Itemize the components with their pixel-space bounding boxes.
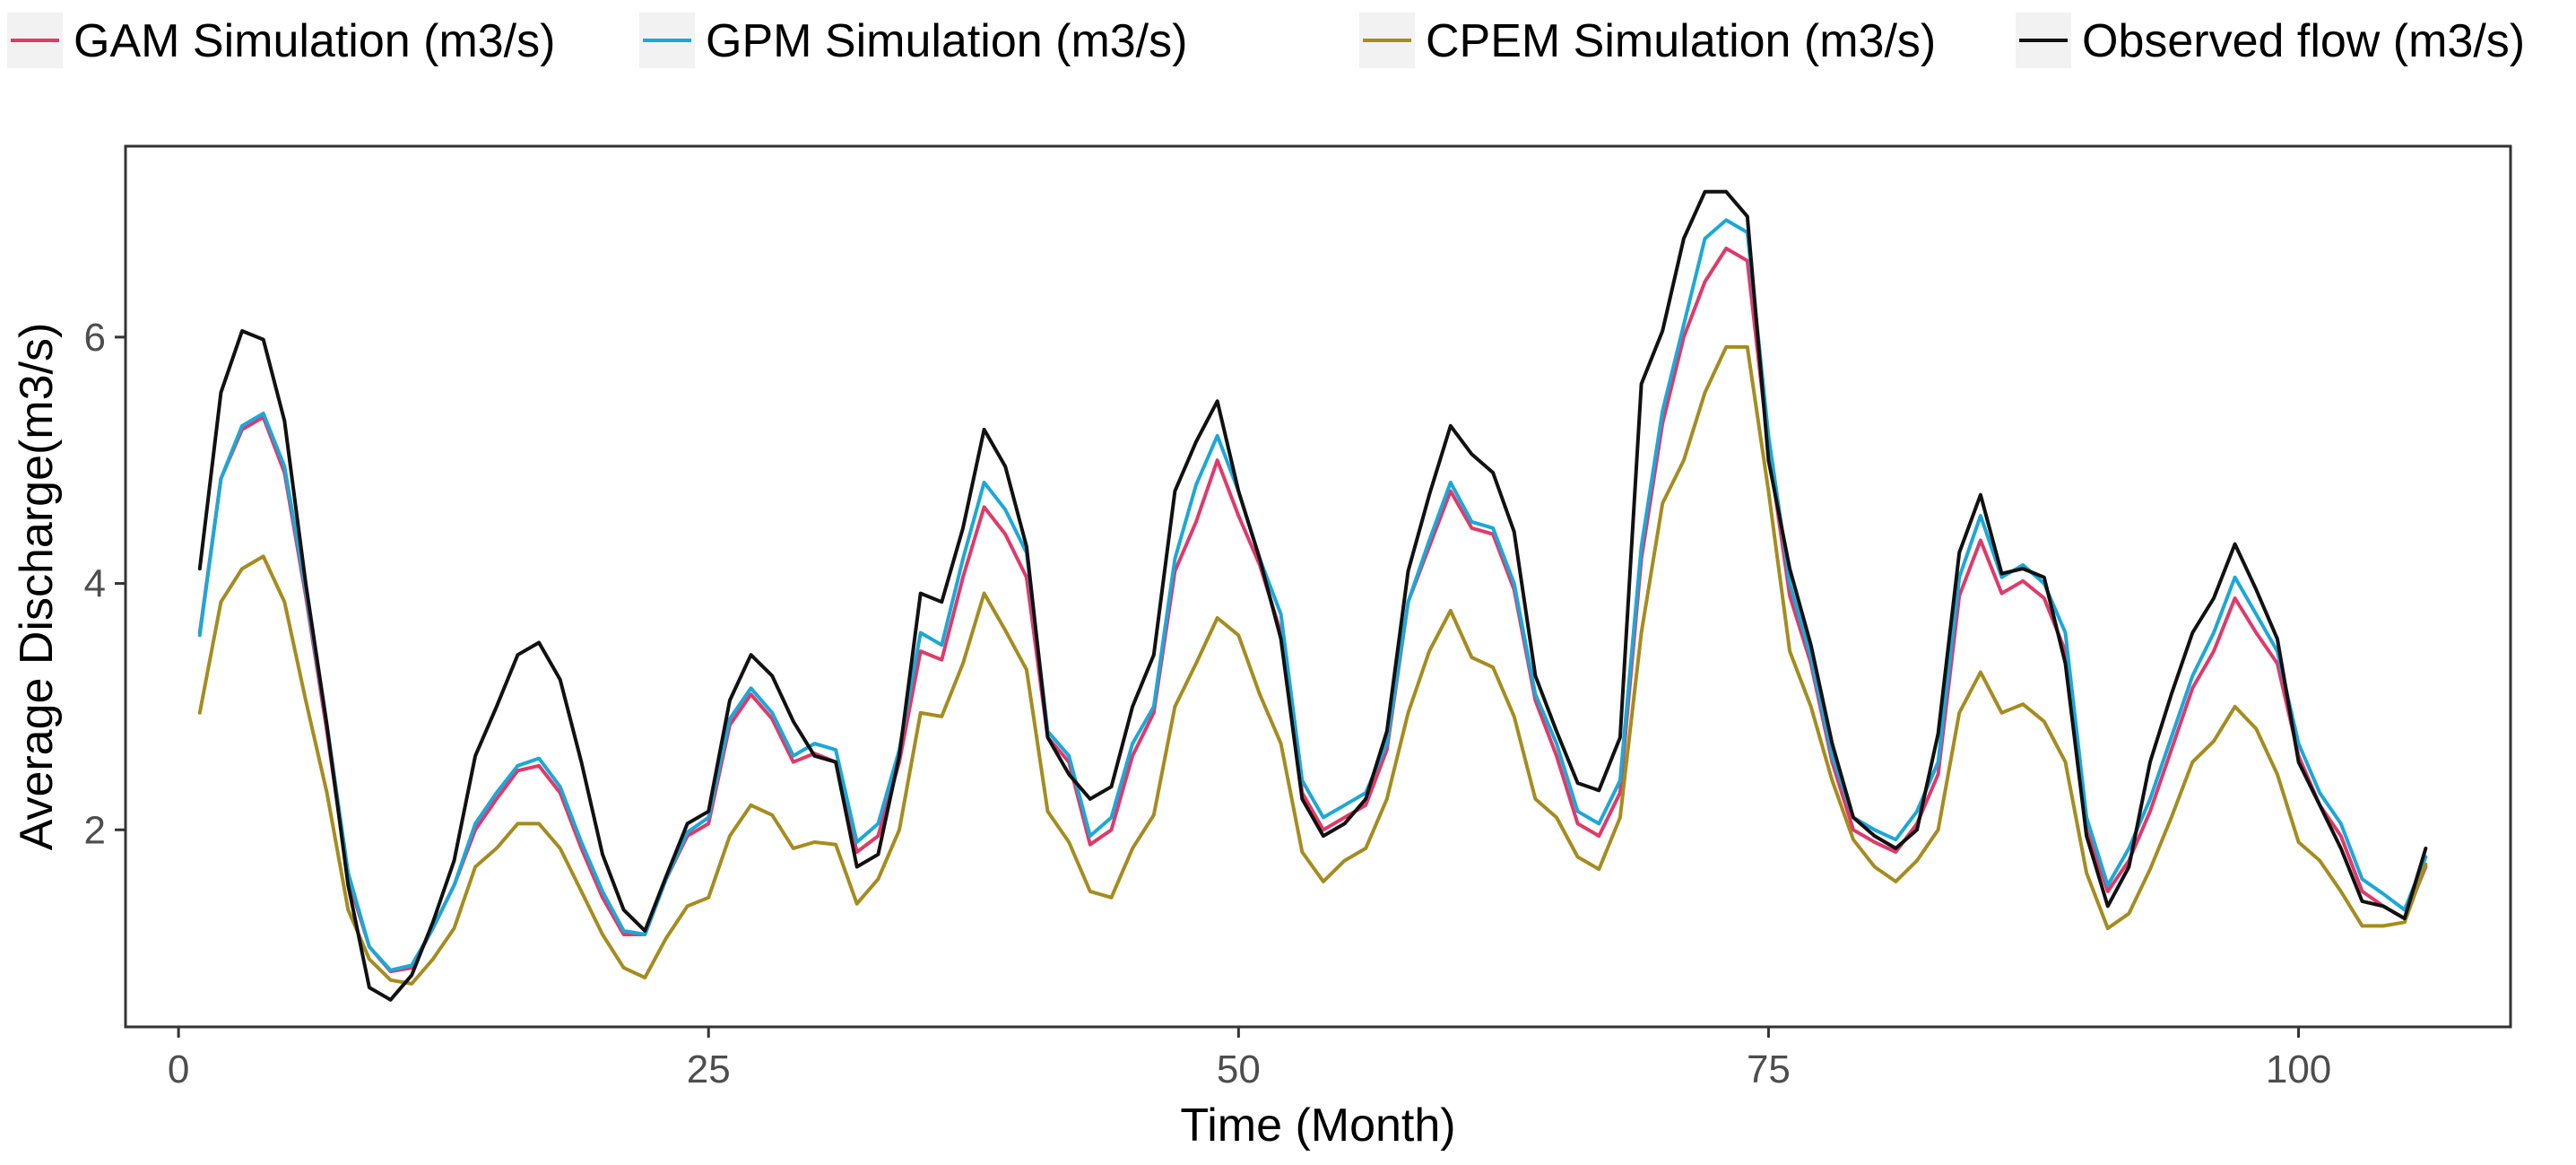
x-tick-label: 25 bbox=[687, 1048, 731, 1091]
y-axis-title: Average Discharge(m3/s) bbox=[11, 323, 63, 851]
x-tick-label: 50 bbox=[1217, 1048, 1261, 1091]
legend-label: Observed flow (m3/s) bbox=[2082, 15, 2525, 67]
legend-item: CPEM Simulation (m3/s) bbox=[1359, 13, 1936, 68]
y-axis: 2 4 6 bbox=[84, 316, 126, 852]
legend-item: GPM Simulation (m3/s) bbox=[639, 13, 1187, 68]
y-tick-label: 2 bbox=[84, 808, 106, 852]
x-tick-label: 75 bbox=[1747, 1048, 1791, 1091]
x-axis: 0 25 50 75 100 bbox=[168, 1027, 2331, 1091]
legend-label: CPEM Simulation (m3/s) bbox=[1426, 15, 1936, 67]
legend-label: GAM Simulation (m3/s) bbox=[74, 15, 555, 67]
y-tick-label: 6 bbox=[84, 316, 106, 360]
series-line-gpm bbox=[197, 218, 2428, 972]
x-tick-label: 100 bbox=[2266, 1048, 2331, 1091]
x-tick-label: 0 bbox=[168, 1048, 189, 1091]
series-line-cpem bbox=[197, 344, 2428, 986]
legend-item: Observed flow (m3/s) bbox=[2016, 13, 2525, 68]
plot-panel bbox=[124, 144, 2512, 1029]
y-tick-label: 4 bbox=[84, 562, 106, 606]
series-line-observed bbox=[197, 189, 2428, 1002]
legend-label: GPM Simulation (m3/s) bbox=[706, 15, 1187, 67]
x-axis-title: Time (Month) bbox=[1180, 1100, 1455, 1152]
series-group bbox=[197, 189, 2428, 1002]
legend: GAM Simulation (m3/s) GPM Simulation (m3/… bbox=[7, 13, 2525, 68]
legend-item: GAM Simulation (m3/s) bbox=[7, 13, 555, 68]
